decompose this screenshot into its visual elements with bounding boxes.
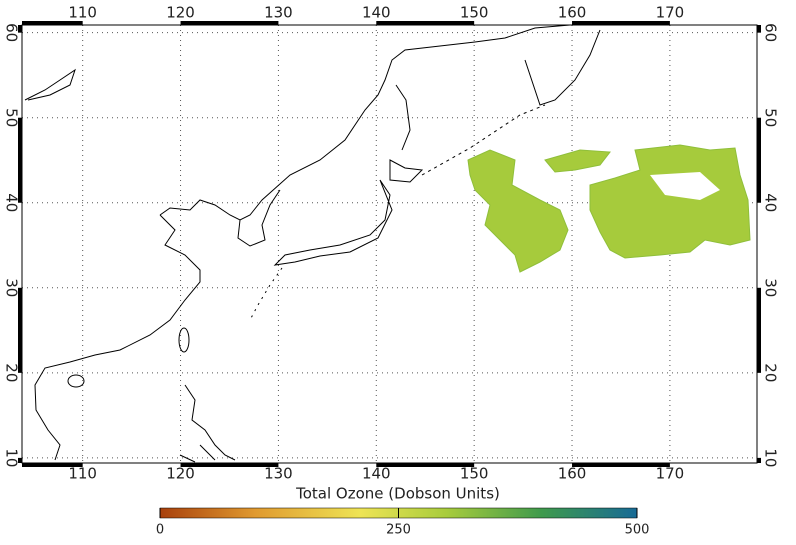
border-segment: [22, 21, 83, 25]
border-segment: [572, 463, 670, 467]
coastline: [34, 214, 201, 461]
colorbar-tick-label: 0: [156, 523, 164, 538]
coastline: [395, 84, 411, 151]
y-tick-label: 40: [762, 193, 780, 212]
colorbar-tick-label: 500: [625, 523, 650, 538]
ozone-patch: [467, 149, 569, 273]
x-tick-label: 160: [558, 465, 587, 483]
x-tick-label: 130: [264, 4, 293, 22]
y-tick-label: 60: [762, 23, 780, 42]
border-segment: [376, 21, 475, 25]
border-segment: [757, 25, 761, 33]
coastline: [237, 189, 281, 247]
border-segment: [376, 463, 475, 467]
x-tick-label: 170: [656, 465, 685, 483]
coastline: [159, 25, 571, 221]
border-segment: [180, 21, 279, 25]
colorbar-label: Total Ozone (Dobson Units): [295, 485, 500, 503]
y-tick-label: 50: [3, 108, 21, 127]
x-tick-label: 130: [264, 465, 293, 483]
border-segment: [18, 25, 22, 33]
border-segment: [18, 287, 22, 373]
border-segment: [18, 457, 22, 463]
border-segment: [572, 21, 670, 25]
coastline: [421, 104, 546, 176]
coastline: [24, 68, 76, 101]
border-segment: [22, 463, 83, 467]
x-tick-label: 120: [166, 465, 195, 483]
coastline: [524, 29, 601, 106]
x-tick-label: 110: [68, 465, 97, 483]
island: [67, 374, 85, 388]
x-tick-label: 120: [166, 4, 195, 22]
y-tick-label: 10: [762, 448, 780, 467]
y-tick-label: 30: [762, 278, 780, 297]
x-tick-label: 140: [362, 4, 391, 22]
cloud-gap: [650, 172, 720, 200]
border-segment: [757, 287, 761, 373]
y-tick-label: 10: [3, 448, 21, 467]
x-tick-label: 160: [558, 4, 587, 22]
y-tick-label: 20: [762, 363, 780, 382]
border-segment: [757, 117, 761, 203]
y-tick-label: 20: [3, 363, 21, 382]
y-tick-label: 60: [3, 23, 21, 42]
x-tick-label: 170: [656, 4, 685, 22]
y-tick-label: 30: [3, 278, 21, 297]
coastline: [249, 267, 283, 321]
ozone-patch: [544, 149, 611, 173]
map-border: [18, 21, 761, 467]
border-segment: [757, 457, 761, 463]
coastline: [273, 179, 393, 266]
border-segment: [18, 117, 22, 203]
border-segment: [180, 463, 279, 467]
x-tick-label: 140: [362, 465, 391, 483]
colorbar-tick-label: 250: [386, 523, 411, 538]
graticule: [22, 25, 757, 463]
coastline: [389, 159, 424, 183]
ozone-patch: [589, 144, 751, 259]
map-content: [24, 25, 751, 463]
y-tick-label: 50: [762, 108, 780, 127]
island: [178, 327, 190, 353]
x-tick-label: 110: [68, 4, 97, 22]
x-tick-label: 150: [460, 465, 489, 483]
x-tick-label: 150: [460, 4, 489, 22]
y-tick-label: 40: [3, 193, 21, 212]
coastline: [179, 384, 236, 463]
